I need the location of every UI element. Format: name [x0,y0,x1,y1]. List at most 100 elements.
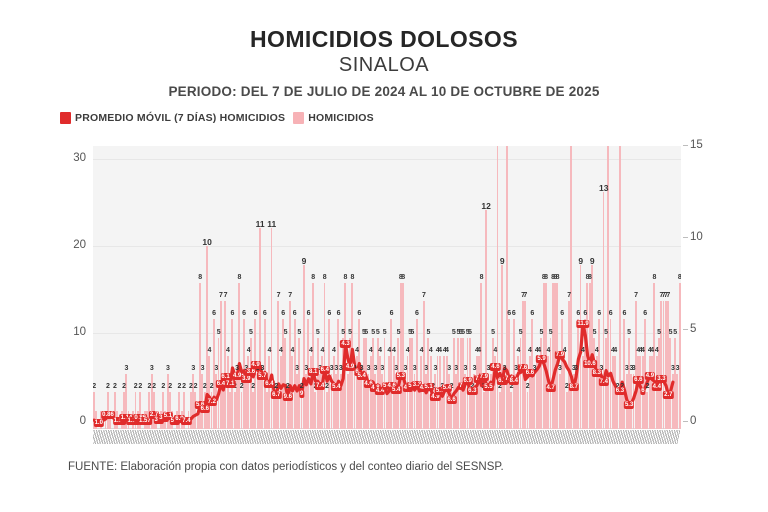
bar [533,374,536,429]
bar-value-label: 3 [191,365,196,373]
bar [646,392,649,429]
legend-item-homicides[interactable]: HOMICIDIOS [293,112,374,124]
bar [651,355,653,429]
bar [295,374,298,429]
bar-value-label: 3 [599,365,604,373]
bar-value-label: 3 [359,365,364,373]
bar [473,374,476,429]
bar [485,209,487,429]
bar-value-label: 2 [106,383,110,391]
bar-value-label: 4 [378,346,383,354]
bar [259,228,261,429]
bar-value-label: 6 [262,310,267,318]
bar [572,374,575,429]
bar-value-label: 3 [394,365,399,373]
moving-average-value-label: 9 [299,389,305,398]
moving-average-value-label: 7.9 [554,350,566,359]
legend-label-homicides: HOMICIDIOS [308,112,374,124]
tick-right-15 [683,145,688,146]
bar [478,355,480,429]
bar-value-label: 3 [472,365,477,373]
bar-value-label: 4 [546,346,551,354]
bar-value-label: 8 [237,273,242,281]
bar-value-label: 7 [223,292,228,300]
tick-right-0 [683,421,688,422]
bar-value-label: 4 [444,346,449,354]
bar [669,337,672,429]
bar-value-label: 2 [161,383,166,391]
bar-value-label: 7 [659,292,664,300]
bar-value-label: 3 [200,365,205,373]
bar-value-label: 2 [285,383,290,391]
source-note: FUENTE: Elaboración propia con datos per… [68,461,504,473]
bar-value-label: 7 [661,292,666,300]
bar-value-label: 5 [375,328,380,336]
moving-average-value-label: 4.4 [374,386,386,395]
bar-value-label: 6 [576,310,581,318]
bar [561,319,563,429]
bar-value-label: 5 [248,328,253,336]
bar [247,355,250,429]
bar-value-label: 3 [124,365,129,373]
bar-value-label: 3 [334,365,339,373]
bar [602,191,605,429]
bar [189,392,192,429]
bar-value-label: 5 [539,328,544,336]
bar-value-label: 8 [555,273,560,281]
moving-average-value-label: 10.6 [583,359,597,368]
bar-value-label: 4 [290,346,295,354]
bar-value-label: 9 [499,255,505,266]
bar-value-label: 7 [567,292,572,300]
bar-value-label: 8 [311,273,316,281]
bar [487,374,490,429]
bar [565,392,568,429]
bar-value-label: 12 [481,200,491,211]
bar [674,337,676,429]
legend-item-moving-average[interactable]: PROMEDIO MÓVIL (7 DÍAS) HOMICIDIOS [60,112,285,124]
bar [109,410,112,429]
bar-value-label: 3 [260,365,265,373]
bar-value-label: 7 [276,292,281,300]
moving-average-value-label: 11.9 [576,319,590,328]
bar [113,392,116,429]
bar-value-label: 6 [530,310,535,318]
x-axis-date-labels[interactable] [93,430,681,444]
bar-value-label: 8 [541,273,546,281]
moving-average-value-label: 4.6 [363,379,374,388]
bar-value-label: 4 [477,346,482,354]
bar [374,374,377,429]
bar [406,355,409,429]
moving-average-value-label: 7.4 [598,378,609,387]
bar-value-label: 5 [668,328,673,336]
bar-value-label: 3 [433,365,438,373]
bar-value-label: 4 [435,346,440,354]
bar [360,374,363,429]
bar-value-label: 4 [278,346,283,354]
moving-average-value-label: 7.1 [225,379,236,388]
bar [563,355,566,429]
moving-average-value-label: 6.3 [614,386,626,395]
bar [588,282,591,429]
bar-value-label: 4 [613,346,618,354]
moving-average-value-label: 4.6 [490,363,501,372]
legend-swatch-moving-average [60,112,71,124]
bar-value-label: 6 [212,310,216,318]
moving-average-value-label: 0.86 [101,411,115,420]
chart-plot-area[interactable]: 2222322232232222328321042635727426238263… [93,146,681,429]
moving-average-value-label: 4.3 [340,340,351,349]
moving-average-value-label: 3.9 [241,375,252,384]
bar-value-label: 5 [348,328,353,336]
bar [289,301,291,429]
bar [293,319,296,429]
bar [664,301,667,429]
moving-average-value-label: 4.9 [231,371,243,380]
bar-value-label: 2 [239,383,244,391]
moving-average-value-label: 4.9 [250,361,261,370]
moving-average-value-label: 6.9 [174,414,185,423]
bar-value-label: 6 [560,310,565,318]
bar [390,319,393,429]
bar-value-label: 4 [534,346,539,354]
bar-value-label: 5 [627,328,632,336]
bar-value-label: 2 [498,383,502,391]
bar-value-label: 7 [634,292,638,300]
